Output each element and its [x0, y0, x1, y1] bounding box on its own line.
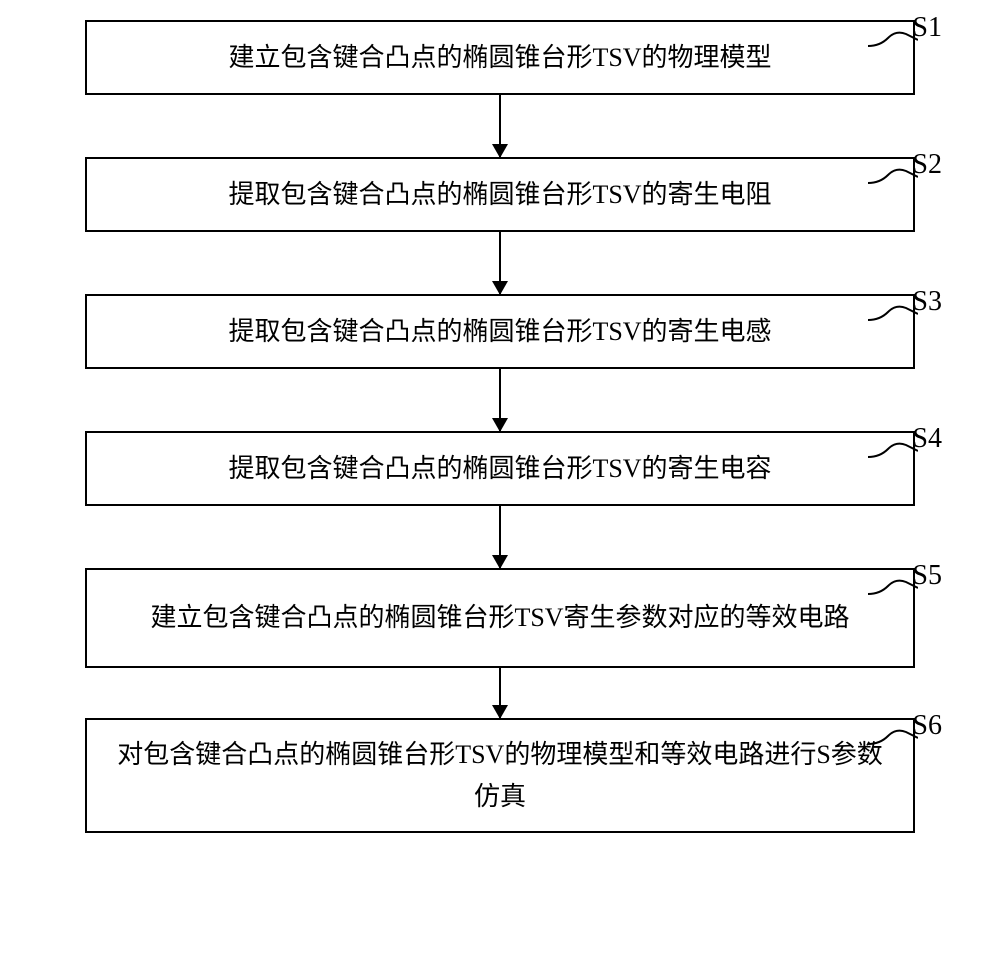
- curve-connector-6: [868, 724, 918, 752]
- step-box-2: 提取包含键合凸点的椭圆锥台形TSV的寄生电阻: [85, 157, 915, 232]
- step-label-3: S3: [912, 286, 942, 318]
- step-box-6: 对包含键合凸点的椭圆锥台形TSV的物理模型和等效电路进行S参数仿真: [85, 718, 915, 833]
- curve-connector-3: [868, 300, 918, 328]
- step-label-6: S6: [912, 710, 942, 742]
- step-text-5: 建立包含键合凸点的椭圆锥台形TSV寄生参数对应的等效电路: [150, 597, 849, 639]
- arrow-head-2: [492, 281, 508, 295]
- curve-connector-2: [868, 163, 918, 191]
- step-wrapper-5: 建立包含键合凸点的椭圆锥台形TSV寄生参数对应的等效电路 S5: [40, 568, 960, 668]
- step-box-4: 提取包含键合凸点的椭圆锥台形TSV的寄生电容: [85, 431, 915, 506]
- arrow-head-4: [492, 555, 508, 569]
- step-box-3: 提取包含键合凸点的椭圆锥台形TSV的寄生电感: [85, 294, 915, 369]
- step-text-2: 提取包含键合凸点的椭圆锥台形TSV的寄生电阻: [228, 174, 771, 216]
- flowchart-container: 建立包含键合凸点的椭圆锥台形TSV的物理模型 S1 提取包含键合凸点的椭圆锥台形…: [40, 20, 960, 833]
- step-text-1: 建立包含键合凸点的椭圆锥台形TSV的物理模型: [228, 37, 771, 79]
- step-label-1: S1: [912, 12, 942, 44]
- arrow-5: [499, 668, 501, 718]
- step-box-5: 建立包含键合凸点的椭圆锥台形TSV寄生参数对应的等效电路: [85, 568, 915, 668]
- step-text-4: 提取包含键合凸点的椭圆锥台形TSV的寄生电容: [228, 448, 771, 490]
- step-text-6: 对包含键合凸点的椭圆锥台形TSV的物理模型和等效电路进行S参数仿真: [117, 734, 883, 817]
- step-label-2: S2: [912, 149, 942, 181]
- step-wrapper-4: 提取包含键合凸点的椭圆锥台形TSV的寄生电容 S4: [40, 431, 960, 506]
- step-wrapper-6: 对包含键合凸点的椭圆锥台形TSV的物理模型和等效电路进行S参数仿真 S6: [40, 718, 960, 833]
- curve-connector-5: [868, 574, 918, 602]
- arrow-head-5: [492, 705, 508, 719]
- step-text-3: 提取包含键合凸点的椭圆锥台形TSV的寄生电感: [228, 311, 771, 353]
- arrow-2: [499, 232, 501, 294]
- arrow-head-3: [492, 418, 508, 432]
- step-wrapper-2: 提取包含键合凸点的椭圆锥台形TSV的寄生电阻 S2: [40, 157, 960, 232]
- curve-connector-1: [868, 26, 918, 54]
- step-wrapper-1: 建立包含键合凸点的椭圆锥台形TSV的物理模型 S1: [40, 20, 960, 95]
- arrow-3: [499, 369, 501, 431]
- step-wrapper-3: 提取包含键合凸点的椭圆锥台形TSV的寄生电感 S3: [40, 294, 960, 369]
- curve-connector-4: [868, 437, 918, 465]
- step-box-1: 建立包含键合凸点的椭圆锥台形TSV的物理模型: [85, 20, 915, 95]
- arrow-4: [499, 506, 501, 568]
- arrow-1: [499, 95, 501, 157]
- step-label-5: S5: [912, 560, 942, 592]
- step-label-4: S4: [912, 423, 942, 455]
- arrow-head-1: [492, 144, 508, 158]
